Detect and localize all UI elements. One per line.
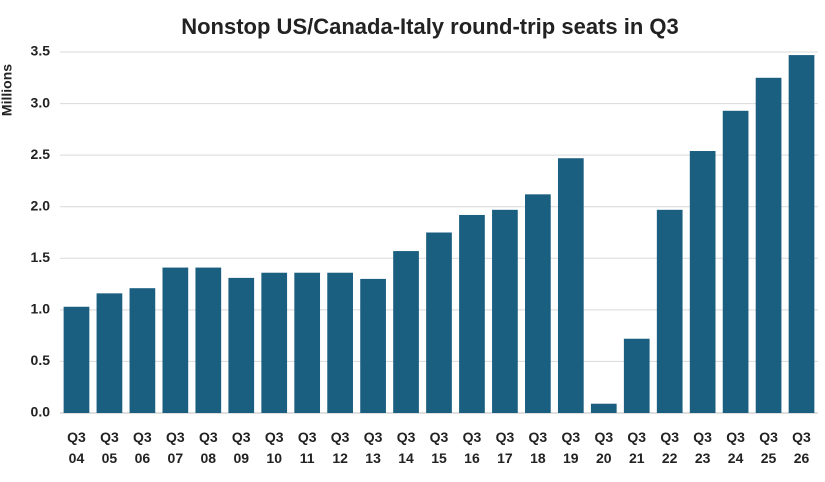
x-tick-label: Q3 22 <box>660 429 680 466</box>
x-tick-label: Q3 17 <box>495 429 515 466</box>
y-tick-label: 3.0 <box>31 94 51 110</box>
y-tick-label: 1.0 <box>31 301 51 317</box>
y-tick-label: 2.5 <box>31 146 51 162</box>
y-tick-label: 0.0 <box>31 404 51 420</box>
x-tick-label: Q3 04 <box>67 429 86 466</box>
x-tick-label: Q3 14 <box>396 429 416 466</box>
x-tick-label: Q3 26 <box>792 429 811 466</box>
x-tick-label: Q3 13 <box>363 429 383 466</box>
bar <box>525 194 551 413</box>
bar <box>261 272 288 413</box>
x-tick-label: Q3 11 <box>297 429 317 466</box>
x-tick-label: Q3 07 <box>166 429 185 466</box>
bar <box>195 267 222 413</box>
bar <box>129 288 156 413</box>
bar <box>96 293 123 413</box>
bar <box>722 110 749 413</box>
y-tick-label: 3.5 <box>31 43 51 59</box>
bar <box>426 232 452 413</box>
x-tick-label: Q3 12 <box>330 429 350 466</box>
bar <box>459 214 485 413</box>
bar <box>788 55 815 413</box>
x-tick-label: Q3 06 <box>133 429 152 466</box>
x-tick-label: Q3 05 <box>100 429 119 466</box>
x-tick-label: Q3 20 <box>594 429 614 466</box>
x-tick-label: Q3 15 <box>429 429 449 466</box>
chart-title: Nonstop US/Canada-Italy round-trip seats… <box>181 14 679 39</box>
x-tick-label: Q3 23 <box>693 429 712 466</box>
y-axis-label: Millions <box>0 64 15 116</box>
y-tick-label: 2.0 <box>31 197 51 213</box>
bar <box>327 272 353 413</box>
y-tick-label: 1.5 <box>31 249 51 265</box>
x-tick-label: Q3 08 <box>198 429 218 466</box>
bar <box>492 209 518 413</box>
bar <box>557 158 584 413</box>
bar <box>755 77 782 414</box>
x-tick-label: Q3 21 <box>627 429 647 466</box>
bar <box>294 272 321 413</box>
bar <box>623 338 650 413</box>
x-tick-label: Q3 24 <box>726 429 745 466</box>
x-tick-label: Q3 16 <box>462 429 482 466</box>
x-tick-label: Q3 18 <box>528 429 548 466</box>
x-tick-label: Q3 10 <box>264 429 284 466</box>
bar <box>162 267 189 413</box>
bar <box>228 277 255 413</box>
bar <box>689 151 716 413</box>
bar <box>360 278 386 413</box>
bar <box>590 403 617 413</box>
x-tick-label: Q3 19 <box>561 429 581 466</box>
bar <box>393 251 419 413</box>
bar <box>63 306 90 413</box>
x-tick-label: Q3 25 <box>759 429 778 466</box>
x-tick-label: Q3 09 <box>231 429 251 466</box>
y-tick-label: 0.5 <box>31 352 51 368</box>
bar <box>656 209 683 413</box>
